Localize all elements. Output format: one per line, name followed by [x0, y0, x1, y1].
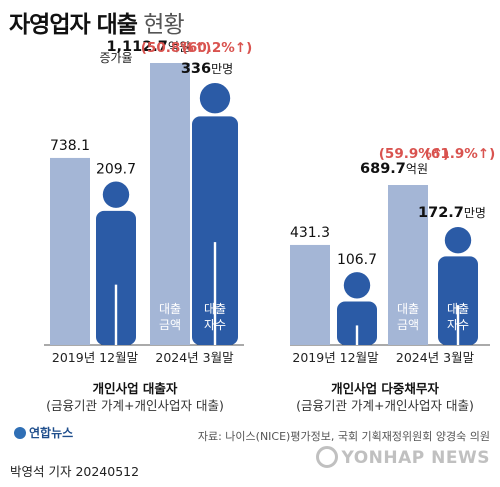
chart1-amount-bar-label-1: 대출 [159, 302, 181, 316]
chart1-borrower-label-2: 336만명 [181, 61, 233, 77]
chart2-title: 개인사업 다중채무자 [331, 381, 439, 396]
chart1-amount-unit: 억원 [168, 40, 190, 54]
yonhap-logo: 연합뉴스 [14, 424, 73, 441]
chart1-borrower-bar-label-2: 자수 [204, 318, 226, 332]
chart1-borrower-figure-2 [192, 83, 238, 345]
chart1-category-1: 2019년 12월말 [52, 350, 139, 365]
chart1-borrower-1-head [102, 181, 130, 208]
chart1-borrower-2-head [199, 83, 231, 114]
logo-text: 연합뉴스 [29, 426, 74, 440]
chart1-borrower-increase: (60.2%↑) [182, 40, 253, 56]
chart2-borrower-bar-label-2: 자수 [447, 318, 469, 332]
chart2-amount-bar-1 [290, 244, 330, 345]
chart2-amount-bar-2 [388, 185, 428, 345]
chart1-subtitle: (금융기관 가계+개인사업자 대출) [46, 398, 224, 413]
chart2-category-1: 2019년 12월말 [292, 350, 379, 365]
watermark-text: YONHAP NEWS [341, 448, 490, 468]
chart2-amount-label-2: 689.7억원 [360, 161, 428, 177]
chart1-amount-increase: (50.8%↑) [141, 40, 212, 56]
chart1-amount-bar-1 [50, 157, 90, 345]
chart2-borrower-unit: 만명 [464, 206, 486, 220]
chart1-amount-bar-label-2: 금액 [159, 318, 181, 332]
chart2-borrower-2-leg-gap [456, 305, 460, 345]
chart2-borrower-2-body [438, 256, 478, 345]
page-title: 자영업자 대출 현황 [9, 5, 185, 39]
chart1-amount-label-2: 1,112.7억원 [106, 39, 190, 55]
chart2-borrower-label-1: 106.7 [337, 252, 377, 268]
chart2-borrower-label-2: 172.7만명 [418, 205, 486, 221]
chart2-borrower-1-leg-gap [355, 325, 359, 345]
chart1-borrower-1-body [96, 210, 136, 345]
chart1-borrower-figure-1 [96, 181, 136, 345]
chart1-borrower-2-leg-gap [213, 242, 217, 345]
chart2-borrower-increase: (61.9%↑) [425, 146, 496, 162]
chart1-borrower-bar-label-1: 대출 [204, 302, 226, 316]
increase-label: 증가율 [99, 51, 132, 65]
chart1-amount-label-1: 738.1 [50, 138, 90, 154]
chart2-borrower-1-head [343, 272, 371, 299]
title-sub: 현황 [143, 12, 184, 38]
chart1-borrower-unit: 만명 [211, 62, 233, 76]
source-note: 자료: 나이스(NICE)평가정보, 국회 기획재정위원회 양경숙 의원 [197, 430, 490, 443]
chart2-borrower-bar-label-1: 대출 [447, 302, 469, 316]
chart1-borrower-label-1: 209.7 [96, 161, 136, 177]
chart1-amount-bar-2 [150, 63, 190, 345]
chart1-title: 개인사업 대출자 [92, 381, 178, 396]
chart2-borrower-figure-2 [438, 227, 478, 345]
chart2-borrower-figure-1 [337, 272, 377, 345]
logo-icon [14, 427, 26, 439]
chart2-borrower-1-body [337, 301, 377, 345]
chart2-amount-increase: (59.9%↑) [379, 146, 450, 162]
title-main: 자영업자 대출 [9, 12, 138, 38]
author-credit: 박영석 기자 20240512 [10, 464, 140, 479]
chart2-category-2: 2024년 3월말 [396, 350, 475, 365]
chart1-category-2: 2024년 3월말 [155, 350, 234, 365]
chart2-borrower-2-head [444, 227, 472, 254]
chart2-amount-bar-label-1: 대출 [397, 302, 419, 316]
watermark: YONHAP NEWS [315, 446, 490, 468]
watermark-icon [315, 446, 338, 468]
chart2-amount-unit: 억원 [406, 162, 428, 176]
chart1-borrower-1-leg-gap [114, 284, 118, 345]
chart2-amount-label-1: 431.3 [290, 225, 330, 241]
chart2-amount-bar-label-2: 금액 [397, 318, 419, 332]
chart2-subtitle: (금융기관 가계+개인사업자 대출) [296, 398, 474, 413]
chart1-borrower-2-body [192, 116, 238, 345]
